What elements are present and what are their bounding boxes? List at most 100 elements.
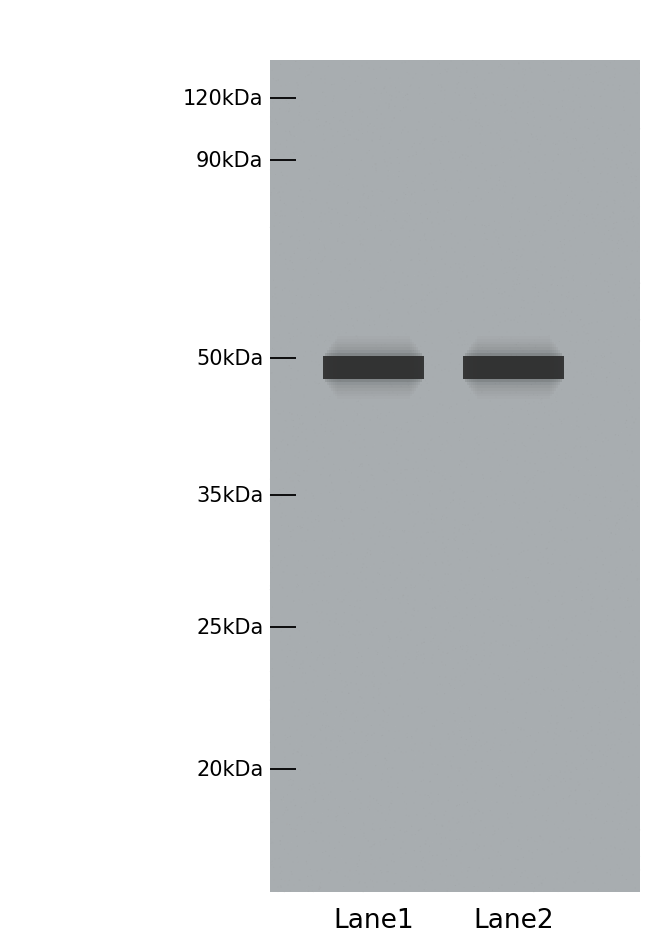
- Point: [580, 289, 591, 304]
- Point: [491, 795, 502, 810]
- Point: [272, 206, 282, 221]
- Point: [629, 223, 639, 238]
- Point: [634, 571, 644, 586]
- Point: [629, 416, 640, 431]
- Point: [384, 405, 395, 420]
- Point: [631, 388, 642, 403]
- Point: [270, 245, 281, 261]
- Point: [558, 430, 568, 446]
- Point: [531, 205, 541, 220]
- Point: [621, 710, 631, 725]
- Point: [378, 266, 389, 281]
- Point: [267, 834, 278, 850]
- Point: [589, 154, 599, 169]
- Point: [557, 100, 567, 115]
- Point: [381, 283, 391, 298]
- Point: [295, 519, 306, 534]
- Point: [474, 839, 484, 854]
- Point: [318, 776, 329, 791]
- Point: [467, 591, 478, 606]
- Point: [478, 848, 489, 863]
- Point: [356, 771, 367, 786]
- Point: [326, 309, 336, 324]
- Point: [614, 732, 625, 747]
- Point: [334, 800, 345, 815]
- Point: [587, 360, 597, 375]
- Point: [600, 94, 610, 110]
- Point: [580, 634, 590, 649]
- Point: [506, 443, 517, 458]
- Point: [540, 673, 551, 688]
- Point: [549, 649, 560, 665]
- Point: [407, 253, 417, 268]
- Point: [440, 307, 450, 322]
- Point: [300, 772, 310, 787]
- Point: [324, 406, 335, 421]
- Point: [355, 110, 365, 126]
- Point: [500, 98, 510, 113]
- Point: [442, 600, 452, 615]
- Point: [597, 165, 607, 180]
- Point: [292, 666, 302, 681]
- Point: [276, 555, 286, 570]
- Point: [619, 841, 629, 856]
- Point: [398, 70, 409, 85]
- Point: [586, 468, 597, 483]
- Point: [576, 492, 586, 507]
- Point: [325, 488, 335, 503]
- Point: [523, 290, 533, 305]
- Point: [304, 705, 315, 720]
- Point: [351, 132, 361, 147]
- Point: [396, 873, 407, 888]
- Bar: [333, 342, 415, 395]
- Point: [279, 753, 289, 768]
- Point: [344, 264, 354, 279]
- Point: [558, 207, 568, 222]
- Point: [294, 211, 305, 226]
- Point: [426, 638, 437, 653]
- Point: [614, 83, 625, 98]
- Point: [567, 755, 577, 770]
- Point: [365, 544, 376, 559]
- Point: [352, 768, 362, 784]
- Point: [623, 594, 633, 609]
- Point: [622, 678, 632, 693]
- Point: [580, 153, 590, 168]
- Point: [495, 146, 506, 161]
- Point: [629, 593, 639, 608]
- Point: [370, 678, 380, 693]
- Point: [295, 226, 306, 241]
- Point: [340, 109, 350, 124]
- Point: [525, 170, 536, 185]
- Point: [562, 501, 572, 516]
- Point: [417, 851, 428, 866]
- Point: [582, 837, 593, 852]
- Point: [415, 137, 425, 152]
- Point: [634, 216, 644, 231]
- Point: [329, 428, 339, 443]
- Point: [536, 134, 547, 149]
- Point: [454, 815, 464, 830]
- Point: [564, 657, 575, 672]
- Point: [549, 732, 559, 747]
- Point: [631, 559, 642, 574]
- Point: [591, 372, 601, 387]
- Point: [318, 408, 329, 423]
- Point: [506, 852, 516, 868]
- Point: [357, 190, 367, 205]
- Point: [528, 130, 538, 145]
- Point: [547, 751, 557, 767]
- Point: [523, 95, 533, 110]
- Point: [573, 511, 583, 526]
- Point: [285, 55, 296, 70]
- Point: [463, 518, 474, 533]
- Point: [383, 708, 393, 723]
- Point: [301, 640, 311, 655]
- Point: [408, 525, 418, 540]
- Point: [435, 121, 445, 136]
- Point: [382, 465, 393, 480]
- Point: [341, 674, 352, 689]
- Point: [548, 386, 558, 401]
- Point: [365, 291, 376, 306]
- Point: [335, 174, 345, 189]
